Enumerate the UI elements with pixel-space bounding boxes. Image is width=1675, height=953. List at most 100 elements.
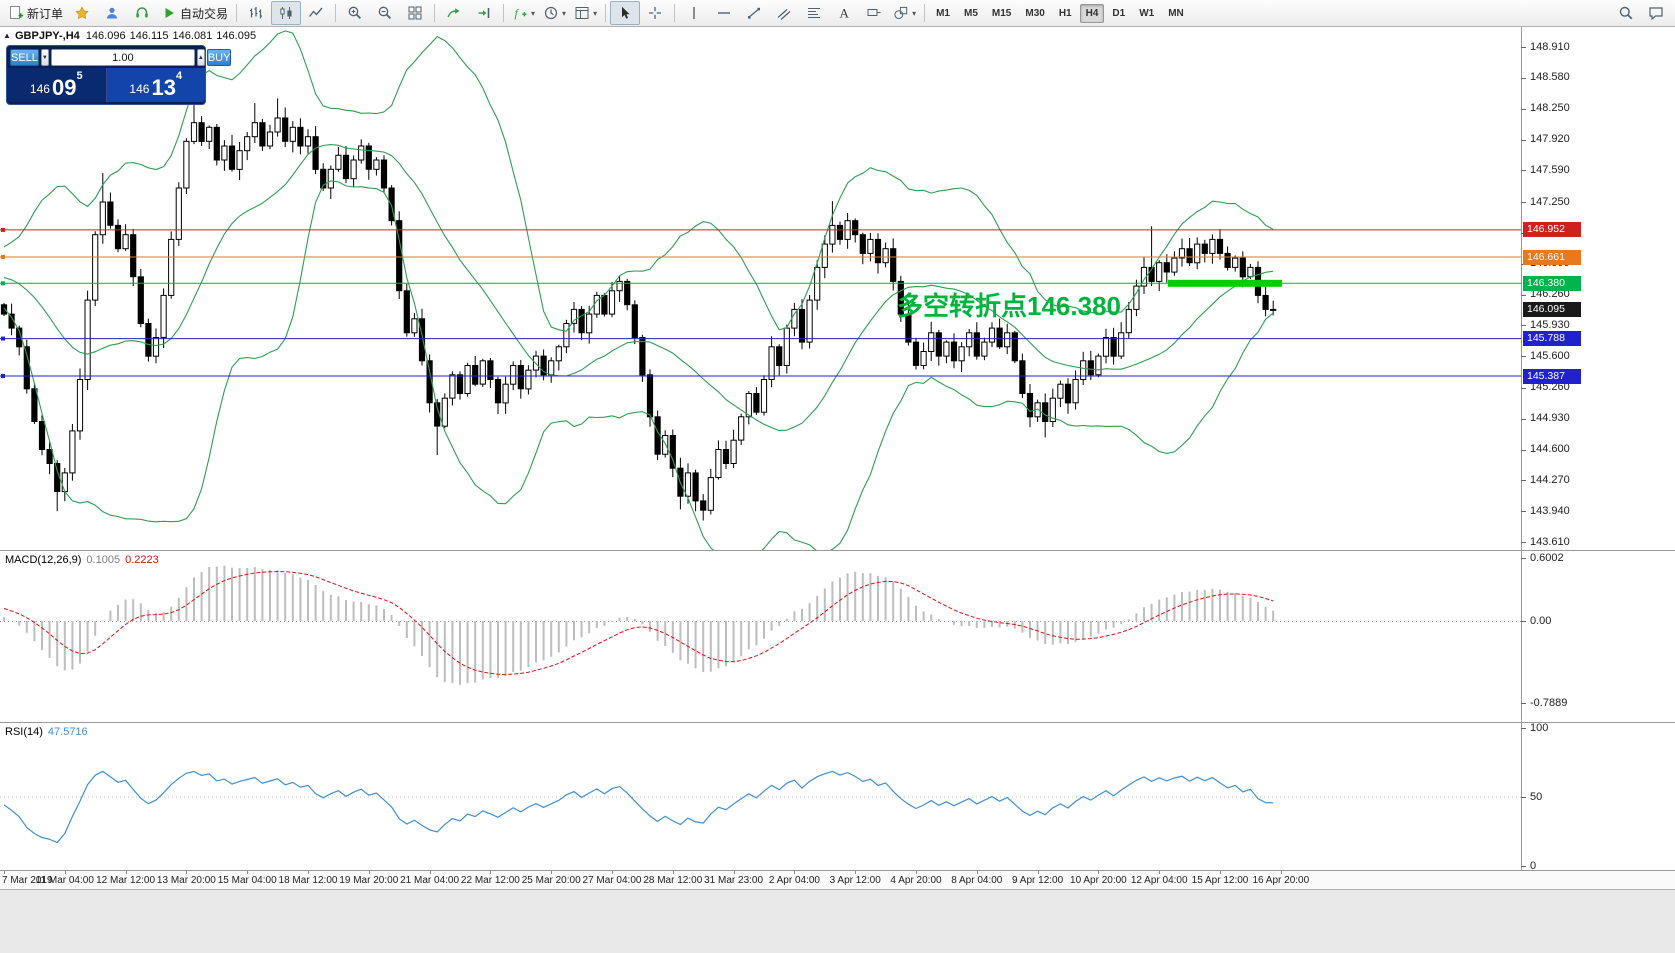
search-icon bbox=[1619, 6, 1633, 20]
community-button[interactable] bbox=[97, 1, 127, 25]
chart-shift-button[interactable] bbox=[469, 1, 499, 25]
rsi-panel bbox=[0, 770, 1521, 844]
vertical-line-tool[interactable] bbox=[679, 1, 709, 25]
time-label: 19 Mar 20:00 bbox=[339, 875, 399, 886]
price-tick-label: 148.250 bbox=[1530, 102, 1570, 115]
sell-price[interactable]: 146 09 5 bbox=[7, 68, 107, 102]
zoom-in-button[interactable] bbox=[340, 1, 370, 25]
new-order-icon bbox=[10, 6, 23, 19]
timeframe-w1[interactable]: W1 bbox=[1139, 7, 1155, 19]
timeframe-m1[interactable]: M1 bbox=[936, 7, 950, 19]
hline-icon bbox=[718, 12, 731, 14]
time-tick bbox=[1098, 871, 1100, 874]
buy-price[interactable]: 146 13 4 bbox=[106, 68, 205, 102]
volume-input[interactable] bbox=[50, 49, 195, 66]
vline-icon bbox=[693, 7, 695, 19]
timeframe-m30[interactable]: M30 bbox=[1025, 7, 1045, 19]
line-chart-button[interactable] bbox=[301, 1, 331, 25]
main-toolbar: 新订单 自动交易 f ▾ ▾ ▾ A ▾ M1 M5 M15 M30 H1 H4 D1 W1 MN bbox=[0, 0, 1675, 27]
time-label: 12 Apr 04:00 bbox=[1130, 875, 1188, 886]
price-level-tag[interactable]: 146.380 bbox=[1523, 275, 1581, 291]
shapes-tool[interactable]: ▾ bbox=[889, 1, 920, 25]
time-tick bbox=[976, 871, 978, 874]
new-order-button[interactable]: 新订单 bbox=[4, 1, 67, 25]
one-click-panel-toggle[interactable]: ▲ bbox=[3, 31, 11, 40]
macd-tick bbox=[1521, 703, 1526, 704]
rsi-scale-label: 0 bbox=[1530, 859, 1537, 872]
text-tool[interactable]: A bbox=[829, 1, 859, 25]
time-tick bbox=[672, 871, 674, 874]
timeframe-m15[interactable]: M15 bbox=[991, 7, 1012, 19]
chevron-down-icon: ▾ bbox=[912, 8, 917, 18]
community-icon bbox=[106, 7, 118, 19]
sell-button[interactable]: SELL bbox=[10, 49, 39, 66]
buy-button[interactable]: BUY bbox=[206, 49, 232, 66]
cursor-tool[interactable] bbox=[610, 1, 641, 25]
timeframe-mn[interactable]: MN bbox=[1168, 7, 1184, 19]
chevron-down-icon: ▾ bbox=[593, 8, 598, 18]
panel-separator[interactable] bbox=[0, 870, 1675, 871]
chat-button[interactable] bbox=[1641, 1, 1671, 25]
price-tick bbox=[1521, 294, 1526, 296]
crosshair-tool[interactable] bbox=[640, 1, 670, 25]
price-chart[interactable] bbox=[0, 27, 1521, 550]
price-axis-border bbox=[1521, 27, 1522, 871]
trendline-icon bbox=[748, 7, 761, 19]
price-level-tag[interactable]: 146.661 bbox=[1523, 249, 1581, 265]
price-tick bbox=[1521, 325, 1526, 327]
time-label: 25 Mar 20:00 bbox=[521, 875, 581, 886]
chart-annotation[interactable]: 多空转折点146.380 bbox=[897, 291, 1121, 321]
favorites-button[interactable] bbox=[67, 1, 97, 25]
price-tick-label: 143.940 bbox=[1530, 504, 1570, 517]
price-level-tag[interactable]: 146.095 bbox=[1523, 302, 1581, 318]
time-tick bbox=[1037, 871, 1039, 874]
one-click-trading-panel: SELL ▼ ▲ BUY 146 09 5 146 13 4 bbox=[6, 45, 232, 105]
horizontal-levels[interactable] bbox=[0, 227, 1521, 378]
zoom-out-button[interactable] bbox=[370, 1, 400, 25]
support-button[interactable] bbox=[127, 1, 157, 25]
fibonacci-tool[interactable] bbox=[799, 1, 829, 25]
time-tick bbox=[733, 871, 735, 874]
horizontal-line-tool[interactable] bbox=[709, 1, 739, 25]
volume-decrease-button[interactable]: ▼ bbox=[40, 49, 49, 66]
candle-chart-button[interactable] bbox=[271, 1, 302, 25]
price-axis[interactable]: 148.910 148.580 148.250 147.920 147.590 147.2… bbox=[1521, 27, 1675, 872]
rsi-tick bbox=[1521, 728, 1526, 729]
templates-icon bbox=[575, 7, 589, 19]
tile-windows-button[interactable] bbox=[400, 1, 430, 25]
auto-trading-button[interactable]: 自动交易 bbox=[157, 1, 232, 25]
chevron-down-icon: ▾ bbox=[562, 8, 567, 18]
timeframe-h4[interactable]: H4 bbox=[1079, 3, 1105, 23]
channel-tool[interactable] bbox=[769, 1, 799, 25]
support-highlight-bar[interactable] bbox=[1168, 279, 1282, 287]
panel-separator[interactable] bbox=[0, 550, 1675, 551]
templates-button[interactable]: ▾ bbox=[570, 1, 601, 25]
search-button[interactable] bbox=[1611, 1, 1641, 25]
panel-separator[interactable] bbox=[0, 722, 1675, 723]
price-level-tag[interactable]: 145.387 bbox=[1523, 368, 1581, 384]
periods-button[interactable]: ▾ bbox=[539, 1, 570, 25]
zoom-in-icon bbox=[348, 6, 362, 20]
rsi-indicator-label: RSI(14) 47.5716 bbox=[5, 726, 88, 738]
price-tick-label: 147.250 bbox=[1530, 195, 1570, 208]
bar-chart-button[interactable] bbox=[241, 1, 271, 25]
toolbar-separator bbox=[434, 4, 436, 22]
toolbar-separator bbox=[924, 4, 926, 22]
price-level-tag[interactable]: 145.788 bbox=[1523, 331, 1581, 347]
volume-increase-button[interactable]: ▲ bbox=[196, 49, 205, 66]
window-bottom-area bbox=[0, 889, 1675, 953]
timeframe-h1[interactable]: H1 bbox=[1058, 7, 1072, 19]
timeframe-m5[interactable]: M5 bbox=[964, 7, 978, 19]
indicators-button[interactable]: f ▾ bbox=[508, 1, 539, 25]
timeframe-d1[interactable]: D1 bbox=[1112, 7, 1126, 19]
svg-text:A: A bbox=[840, 6, 850, 21]
time-axis[interactable]: 7 Mar 2019 11 Mar 04:00 12 Mar 12:00 13 Mar… bbox=[0, 871, 1675, 889]
time-tick bbox=[490, 871, 492, 874]
trendline-tool[interactable] bbox=[739, 1, 769, 25]
auto-scroll-button[interactable] bbox=[439, 1, 469, 25]
time-label: 16 Apr 20:00 bbox=[1252, 875, 1310, 886]
rsi-tick bbox=[1521, 866, 1526, 867]
price-level-tag[interactable]: 146.952 bbox=[1523, 222, 1581, 238]
label-tool[interactable] bbox=[859, 1, 889, 25]
time-label: 22 Mar 12:00 bbox=[460, 875, 520, 886]
